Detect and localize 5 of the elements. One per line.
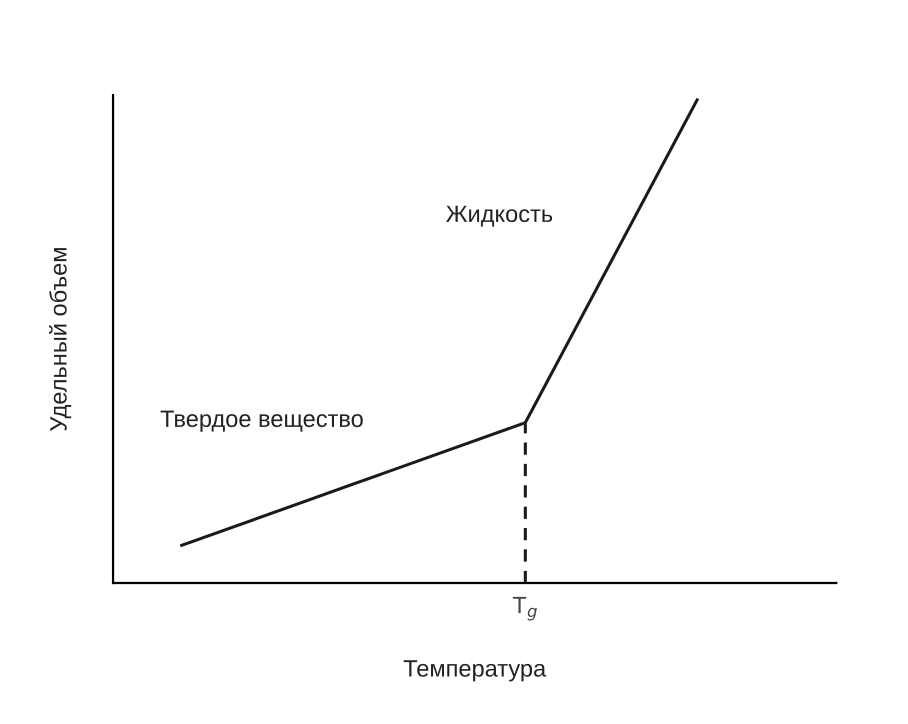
y-axis-title: Удельный объем xyxy=(48,248,72,431)
x-axis-title: Температура xyxy=(404,660,546,682)
text: T$_{g}$ xyxy=(512,596,537,620)
annotation: Жидкость xyxy=(446,206,552,227)
annotation: Твердое вещество xyxy=(160,410,363,432)
